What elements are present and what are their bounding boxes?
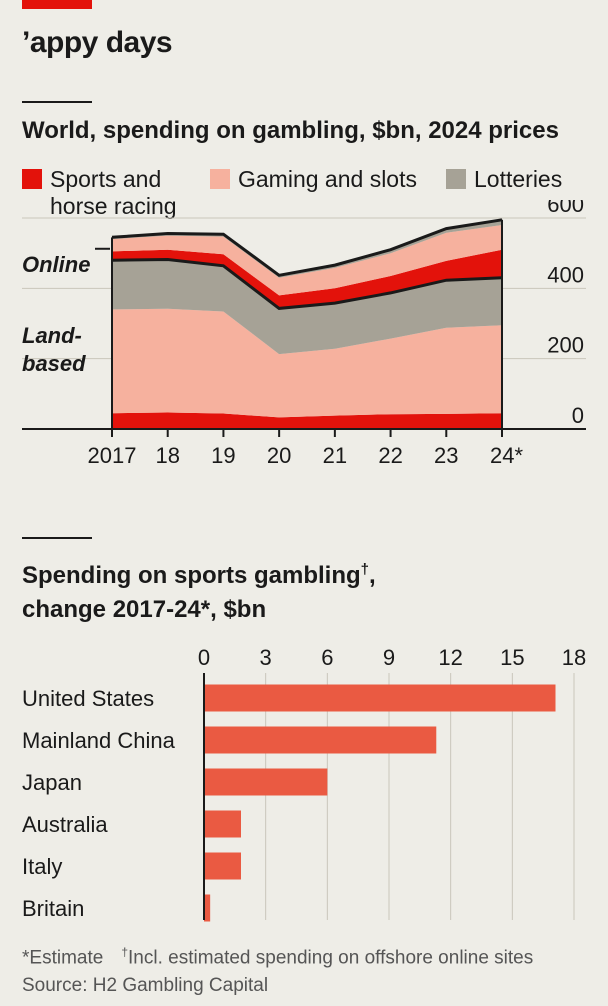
x-tick-label-0: 0 (198, 645, 210, 670)
label-online: Online (22, 252, 91, 277)
legend-lotteries-swatch (446, 169, 466, 189)
x-tick-label-9: 9 (383, 645, 395, 670)
label-land-based-line2: based (22, 351, 86, 376)
y-tick-label-600: 600 (547, 200, 584, 217)
bar-italy (204, 852, 241, 880)
footnotes: *Estimate †Incl. estimated spending on of… (22, 938, 533, 1000)
chart1-title: World, spending on gambling, $bn, 2024 p… (22, 117, 559, 144)
legend-lotteries: Lotteries (446, 166, 562, 193)
bar-japan (204, 768, 328, 796)
footnote-estimate: *Estimate (22, 947, 104, 969)
bar-label-britain: Britain (22, 896, 84, 921)
y-tick-label-400: 400 (547, 262, 584, 287)
footnote-offshore: Incl. estimated spending on offshore onl… (128, 947, 534, 969)
y-tick-label-0: 0 (572, 403, 584, 428)
legend-gaming-label: Gaming and slots (238, 166, 417, 192)
legend-gaming-swatch (210, 169, 230, 189)
chart1-rule (22, 101, 92, 103)
x-tick-label-2019: 19 (211, 443, 235, 468)
legend-sports-swatch (22, 169, 42, 189)
bar-label-mainland-china: Mainland China (22, 728, 176, 753)
brand-red-tab (22, 0, 92, 9)
legend-sports-label: Sports and horse racing (50, 166, 177, 220)
footnote-dagger: † (121, 945, 128, 959)
legend-sports-label-line2: horse racing (50, 193, 177, 219)
total-line (111, 218, 503, 277)
bar-australia (204, 810, 241, 838)
chart2-rule (22, 537, 92, 539)
bar-label-united-states: United States (22, 686, 154, 711)
x-tick-label-2020: 20 (267, 443, 291, 468)
area-land-based-gaming-and-slots (112, 308, 502, 418)
chart2-title-line1: Spending on sports gambling (22, 562, 361, 589)
chart2-title-dagger: † (360, 561, 370, 578)
bar-mainland-china (204, 726, 437, 754)
x-tick-label-3: 3 (260, 645, 272, 670)
chart2-title-line2: change 2017-24*, $bn (22, 596, 267, 623)
bar-britain (204, 894, 211, 922)
x-tick-label-2024: 24* (490, 443, 523, 468)
x-tick-label-2017: 2017 (88, 443, 137, 468)
label-land-based: Land- based (22, 322, 86, 378)
x-tick-label-12: 12 (438, 645, 462, 670)
chart2-bar-chart: 0 3 6 9 12 15 18 United States Mainland China Jap… (22, 645, 586, 922)
area-online-gaming-and-slots (112, 225, 502, 296)
bar-united-states (204, 684, 556, 712)
x-tick-label-15: 15 (500, 645, 524, 670)
chart1-area-chart: 0 200 400 600 2017 18 19 20 21 22 23 24* (22, 200, 586, 468)
x-tick-label-2021: 21 (323, 443, 347, 468)
bar-label-australia: Australia (22, 812, 108, 837)
x-tick-label-2018: 18 (155, 443, 179, 468)
x-tick-label-18: 18 (562, 645, 586, 670)
x-tick-label-2022: 22 (378, 443, 402, 468)
headline: ’appy days (22, 26, 173, 59)
area-land-based-sports-and-horse-racing (112, 412, 502, 429)
label-land-based-line1: Land- (22, 323, 82, 348)
footnote-source: Source: H2 Gambling Capital (22, 975, 269, 997)
legend-sports: Sports and horse racing (22, 166, 177, 220)
bar-label-japan: Japan (22, 770, 82, 795)
legend-gaming: Gaming and slots (210, 166, 417, 193)
legend-lotteries-label: Lotteries (474, 166, 563, 192)
chart2-title: Spending on sports gambling†, change 201… (22, 553, 376, 627)
legend-sports-label-line1: Sports and (50, 166, 162, 192)
area-online-sports-and-horse-racing (112, 249, 502, 309)
land-based-top-line (111, 257, 503, 310)
bar-label-italy: Italy (22, 854, 62, 879)
y-tick-label-200: 200 (547, 333, 584, 358)
x-tick-label-2023: 23 (434, 443, 458, 468)
chart2-title-line1-end: , (369, 562, 376, 589)
x-tick-label-6: 6 (321, 645, 333, 670)
